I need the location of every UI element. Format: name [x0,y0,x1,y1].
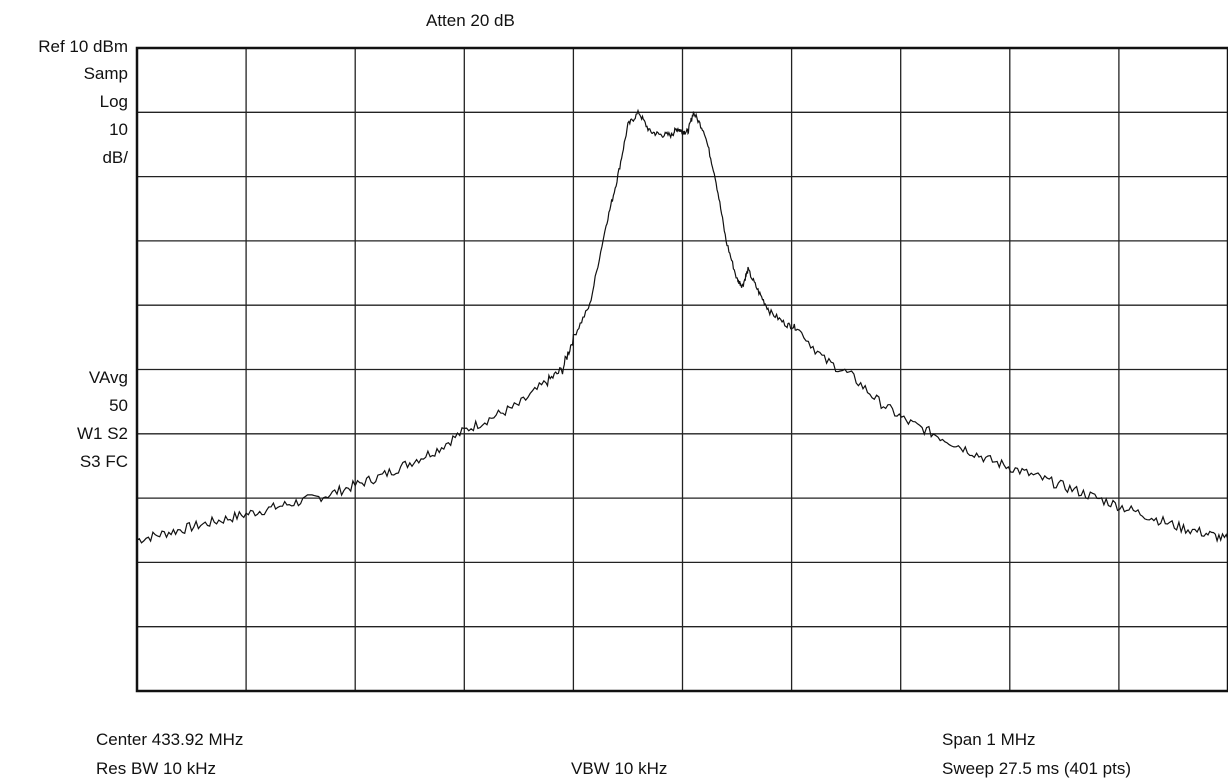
center-frequency-label: Center 433.92 MHz [96,730,244,749]
scale-unit-label: dB/ [102,148,128,167]
graticule [137,48,1228,691]
atten-label: Atten 20 dB [426,11,515,30]
scale-value-label: 10 [109,120,128,139]
spectrum-trace [136,108,1228,544]
scale-type-label: Log [99,92,128,111]
plot-frame [135,46,1228,693]
avg-count-label: 50 [109,396,128,415]
ref-level-label: Ref 10 dBm [38,37,128,56]
sweep-label: Sweep 27.5 ms (401 pts) [942,759,1131,778]
detector-label: Samp [83,64,128,83]
avg-mode-label: VAvg [88,368,128,387]
trace-flags-1-label: W1 S2 [76,424,128,443]
res-bw-label: Res BW 10 kHz [96,759,216,778]
span-label: Span 1 MHz [942,730,1036,749]
vbw-label: VBW 10 kHz [571,759,668,778]
trace-flags-2-label: S3 FC [79,452,128,471]
